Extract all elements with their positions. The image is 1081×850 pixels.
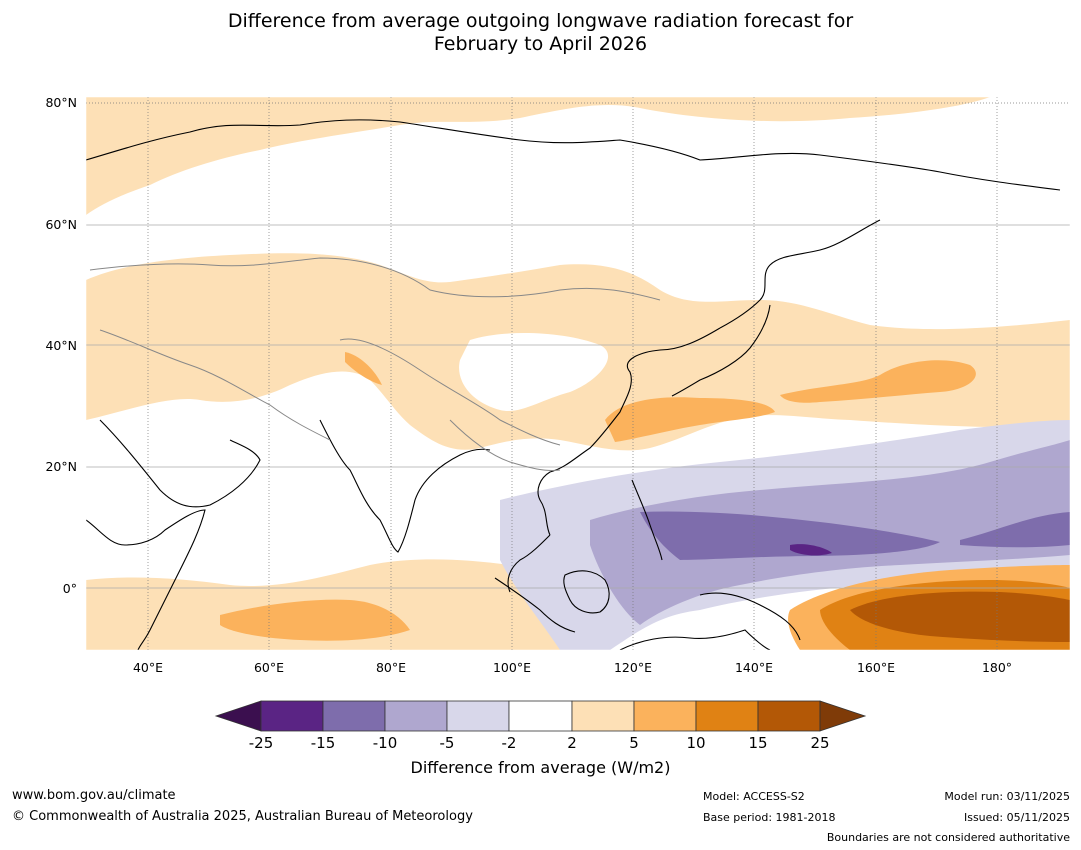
- anomaly-region-pacific-orange: [780, 360, 976, 403]
- footer-disclaimer: Boundaries are not considered authoritat…: [826, 831, 1070, 844]
- lat-label-60n: 60°N: [45, 217, 77, 232]
- colorbar-swatch-7: [633, 700, 697, 732]
- lon-label-160e: 160°E: [857, 660, 895, 675]
- colorbar-swatch-2: [322, 700, 386, 732]
- coastline-india: [319, 419, 491, 553]
- coastline-japan: [671, 304, 771, 397]
- lon-label-100e: 100°E: [493, 660, 531, 675]
- anomaly-region-indian-ocean-orange: [220, 599, 410, 641]
- anomaly-region-pacific-mid-purple: [640, 511, 940, 560]
- latitude-labels: 80°N 60°N 40°N 20°N 0°: [45, 95, 77, 596]
- colorbar-ticks: -25 -15 -10 -5 -2 2 5 10 15 25: [249, 734, 830, 752]
- latitude-gridlines: [86, 224, 1070, 589]
- colorbar-swatch-8: [695, 700, 759, 732]
- colorbar-tick: 25: [810, 734, 829, 752]
- border-china-west: [339, 338, 561, 446]
- neutral-region-mongolia: [459, 333, 609, 411]
- colorbar-swatch-4: [446, 700, 510, 732]
- footer-url[interactable]: www.bom.gov.au/climate: [12, 788, 176, 803]
- colorbar-tick: 5: [629, 734, 639, 752]
- anomaly-region-north-pale-orange: [86, 97, 990, 215]
- lat-label-80n: 80°N: [45, 95, 77, 110]
- coastline-australia-north: [619, 629, 771, 650]
- longitude-gridlines: [86, 97, 1070, 650]
- longitude-labels: 40°E 60°E 80°E 100°E 120°E 140°E 160°E 1…: [133, 660, 1012, 675]
- colorbar-swatch-6: [571, 700, 635, 732]
- colorbar-tick: 15: [748, 734, 767, 752]
- colorbar-tick: -2: [502, 734, 517, 752]
- lon-label-120e: 120°E: [614, 660, 652, 675]
- colorbar-tick: -15: [311, 734, 336, 752]
- title-line-1: Difference from average outgoing longwav…: [227, 10, 854, 32]
- anomaly-region-pacific-east-mid-purple: [960, 512, 1070, 548]
- anomaly-layer: [86, 97, 1070, 650]
- colorbar-tick: -25: [249, 734, 274, 752]
- colorbar-swatch-9: [757, 700, 821, 732]
- colorbar-extend-low: [214, 700, 262, 732]
- coastlines: [86, 119, 1061, 650]
- anomaly-region-china-orange: [605, 397, 775, 442]
- colorbar-extend-high: [819, 700, 867, 732]
- border-china-south: [449, 419, 561, 471]
- footer-model: Model: ACCESS-S2: [703, 790, 805, 803]
- neutral-region-siberia: [640, 230, 862, 300]
- lon-label-40e: 40°E: [133, 660, 163, 675]
- footer-copyright: © Commonwealth of Australia 2025, Austra…: [12, 809, 473, 824]
- chart-title: Difference from average outgoing longwav…: [0, 10, 1081, 56]
- coastline-borneo: [563, 570, 610, 614]
- footer-issued: Issued: 05/11/2025: [963, 811, 1070, 824]
- colorbar-swatch-1: [260, 700, 324, 732]
- lat-label-20n: 20°N: [45, 459, 77, 474]
- lon-label-140e: 140°E: [735, 660, 773, 675]
- colorbar: [214, 700, 867, 732]
- colorbar-swatch-5: [508, 700, 573, 732]
- anomaly-region-himalaya-orange: [345, 352, 382, 385]
- footer-model-run: Model run: 03/11/2025: [944, 790, 1070, 803]
- coastline-new-guinea: [699, 592, 801, 641]
- lat-label-0: 0°: [63, 581, 77, 596]
- coastline-indochina: [507, 534, 551, 593]
- lon-label-80e: 80°E: [376, 660, 406, 675]
- coastline-africa: [86, 509, 206, 650]
- coastline-philippines: [631, 479, 663, 561]
- border-russia-kazakhstan: [89, 257, 661, 301]
- lon-label-60e: 60°E: [254, 660, 284, 675]
- colorbar-tick: 2: [567, 734, 577, 752]
- country-borders: [89, 257, 661, 471]
- border-middle-east: [99, 329, 331, 441]
- anomaly-region-pacific-dark-purple: [790, 544, 832, 556]
- footer-base-period: Base period: 1981-2018: [703, 811, 836, 824]
- lat-label-40n: 40°N: [45, 338, 77, 353]
- colorbar-tick: -5: [440, 734, 455, 752]
- map-frame: [85, 96, 1071, 651]
- colorbar-tick: 10: [686, 734, 705, 752]
- coastline-arabia: [99, 419, 261, 508]
- coastline-siberia-east: [719, 219, 881, 329]
- colorbar-tick: -10: [373, 734, 398, 752]
- coastline-east-asia: [537, 327, 721, 536]
- anomaly-region-east-pacific-brown: [850, 591, 1070, 642]
- colorbar-swatch-3: [384, 700, 448, 732]
- lon-label-180: 180°: [982, 660, 1012, 675]
- title-line-2: February to April 2026: [433, 33, 648, 55]
- colorbar-title: Difference from average (W/m2): [410, 758, 671, 777]
- coastline-arctic: [86, 119, 1061, 191]
- coastline-sumatra: [494, 577, 576, 633]
